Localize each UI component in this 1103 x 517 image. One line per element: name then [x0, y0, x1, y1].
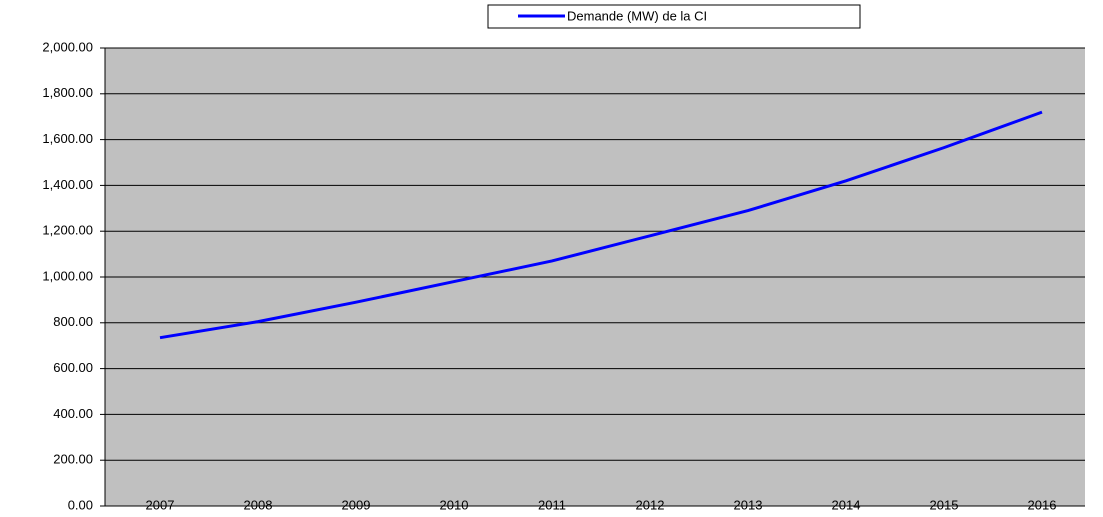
y-tick-label: 1,600.00 — [42, 131, 93, 146]
y-tick-label: 200.00 — [53, 452, 93, 467]
y-tick-label: 400.00 — [53, 406, 93, 421]
y-tick-label: 1,400.00 — [42, 177, 93, 192]
y-tick-label: 1,800.00 — [42, 85, 93, 100]
x-tick-label: 2012 — [636, 497, 665, 512]
y-tick-label: 1,200.00 — [42, 223, 93, 238]
x-tick-label: 2014 — [832, 497, 861, 512]
x-tick-label: 2013 — [734, 497, 763, 512]
line — [159, 110, 1043, 340]
y-tick-label: 2,000.00 — [42, 39, 93, 54]
x-tick-label: 2011 — [538, 497, 566, 512]
y-tick-label: 1,000.00 — [42, 268, 93, 283]
y-tick-label: 0.00 — [68, 497, 93, 512]
x-tick-label: 2016 — [1028, 497, 1057, 512]
legend-label: Demande (MW) de la CI — [567, 8, 707, 23]
x-tick-label: 2015 — [930, 497, 959, 512]
x-tick-label: 2009 — [342, 497, 371, 512]
x-tick-label: 2007 — [146, 497, 175, 512]
x-tick-label: 2010 — [440, 497, 469, 512]
y-tick-label: 600.00 — [53, 360, 93, 375]
legend-box — [487, 4, 861, 29]
y-tick-label: 800.00 — [53, 314, 93, 329]
x-tick-label: 2008 — [244, 497, 273, 512]
